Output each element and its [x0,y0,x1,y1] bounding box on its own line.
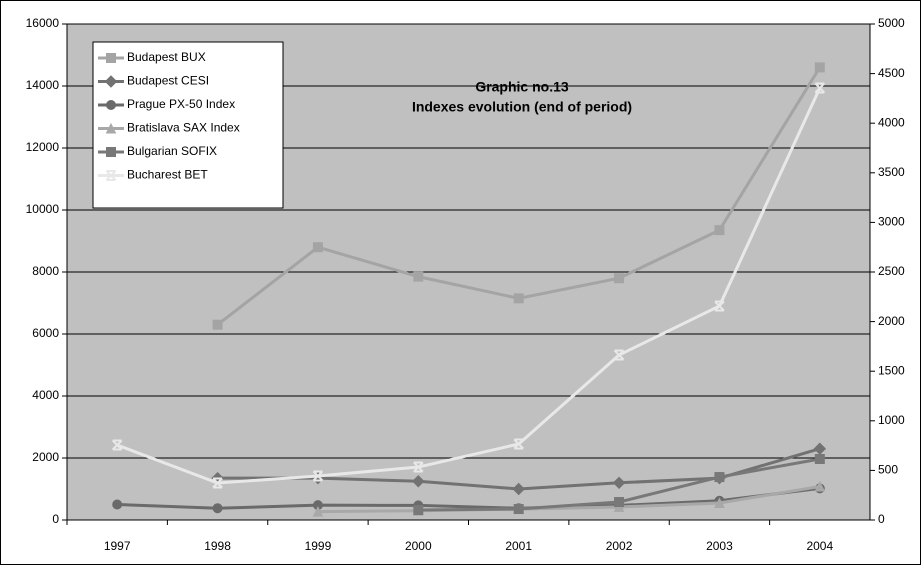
marker [714,497,725,508]
y-tick-label: 4000 [32,388,59,402]
marker [814,453,825,464]
marker [513,293,524,304]
marker [312,506,324,517]
legend-label: Bratislava SAX Index [127,121,240,135]
y-tick-label: 16000 [26,16,60,30]
y-tick-label: 14000 [26,78,60,92]
x-tick-label: 2002 [606,539,633,553]
marker [312,242,323,253]
marker [312,470,324,482]
x-tick-label: 2001 [505,539,532,553]
y2-tick-label: 1000 [878,413,905,427]
legend: Budapest BUX Budapest CESI Prague PX-50 In… [98,50,240,182]
series-line [317,485,821,514]
marker [513,438,524,450]
marker [104,75,118,88]
y-tick-label: 2000 [32,450,59,464]
legend-label: Budapest CESI [127,74,209,88]
marker [212,319,223,330]
legend-label: Budapest BUX [127,50,206,64]
marker [413,271,424,282]
x-tick-label: 2003 [706,539,733,553]
marker [111,439,123,451]
legend-label: Bucharest BET [127,168,208,182]
y-tick-label: 10000 [26,202,60,216]
y-tick-label: 6000 [32,326,59,340]
y2-tick-label: 5000 [878,16,905,30]
marker [513,503,524,514]
series-line [116,87,822,485]
chart-subtitle: Indexes evolution (end of period) [412,99,632,115]
marker [412,475,425,488]
marker [814,82,826,94]
marker [413,504,424,515]
x-tick-label: 1999 [305,539,332,553]
marker [613,349,625,361]
series-layer [111,62,827,517]
y2-tick-label: 2500 [878,264,905,278]
y-tick-label: 0 [52,512,59,526]
x-tick-label: 1998 [204,539,231,553]
marker [714,225,725,236]
legend-label: Bulgarian SOFIX [127,144,217,158]
y2-tick-label: 3000 [878,215,905,229]
legend-label: Prague PX-50 Index [127,97,235,111]
chart-title: Graphic no.13 [475,79,569,95]
y2-tick-label: 0 [878,512,885,526]
series-line [117,486,820,510]
marker [714,472,725,483]
y-tick-label: 12000 [26,140,60,154]
marker [105,122,117,134]
x-tick-label: 2004 [806,539,833,553]
marker [413,461,424,473]
y2-tick-label: 4000 [878,115,905,129]
marker [814,480,826,492]
marker [105,170,117,181]
marker [106,147,116,157]
y2-tick-label: 2000 [878,314,905,328]
marker [612,476,626,490]
y2-tick-label: 500 [878,463,898,477]
marker [212,503,223,514]
marker [714,300,725,312]
y2-tick-label: 1500 [878,363,905,377]
marker [614,497,625,508]
y2-tick-label: 4500 [878,66,905,80]
x-tick-label: 1997 [104,539,131,553]
marker [106,53,116,63]
marker [112,499,123,510]
marker [106,100,116,110]
marker [212,477,223,489]
x-tick-label: 2000 [405,539,432,553]
marker [814,62,825,73]
y2-tick-label: 3500 [878,165,905,179]
marker [512,482,525,496]
y-tick-label: 8000 [32,264,59,278]
marker [614,273,625,284]
legend-box [92,41,284,209]
